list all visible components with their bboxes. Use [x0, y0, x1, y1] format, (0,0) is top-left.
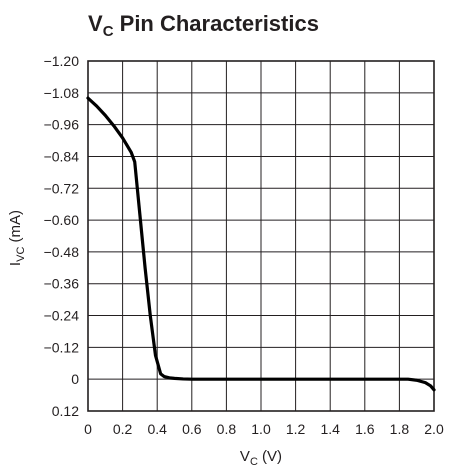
series-line-0 — [86, 96, 436, 392]
x-axis-label-rest: (V) — [258, 448, 282, 465]
y-tick-label: −0.48 — [44, 244, 80, 260]
y-axis-label-rest: (mA) — [7, 210, 24, 247]
x-tick-label: 0.4 — [147, 421, 167, 437]
y-axis-label: IVC (mA) — [7, 210, 27, 266]
chart-title-main: V — [88, 11, 103, 36]
x-tick-label: 2.0 — [424, 421, 444, 437]
x-tick-label: 0.8 — [217, 421, 237, 437]
y-tick-label: −1.08 — [44, 85, 80, 101]
x-tick-label: 0.6 — [182, 421, 202, 437]
y-tick-label: 0.12 — [52, 403, 79, 419]
chart-title: VC Pin Characteristics — [88, 11, 319, 40]
y-tick-label: −0.84 — [44, 148, 80, 164]
x-tick-label: 1.6 — [355, 421, 375, 437]
x-tick-label: 1.0 — [251, 421, 271, 437]
data-series — [86, 96, 436, 392]
y-tick-label: 0 — [71, 371, 79, 387]
x-tick-label: 1.2 — [286, 421, 306, 437]
y-tick-label: −0.96 — [44, 117, 80, 133]
y-tick-label: −0.24 — [44, 308, 80, 324]
x-tick-label: 0.2 — [113, 421, 133, 437]
y-axis-label-main: I — [7, 262, 24, 266]
y-tick-labels: −1.20 −1.08 −0.96 −0.84 −0.72 −0.60 −0.48 −0.36… — [44, 53, 80, 419]
chart-title-rest: Pin Characteristics — [114, 11, 319, 36]
y-tick-label: −0.12 — [44, 339, 80, 355]
x-tick-labels: 0 0.2 0.4 0.6 0.8 1.0 1.2 1.4 1.6 1.8 2.0 — [84, 421, 444, 437]
chart-title-subscript: C — [103, 23, 114, 40]
plot-frame — [87, 60, 435, 412]
y-tick-label: −0.60 — [44, 212, 80, 228]
x-tick-label: 1.8 — [390, 421, 410, 437]
x-axis-label: VC (V) — [240, 448, 282, 468]
y-tick-label: −0.72 — [44, 180, 80, 196]
x-tick-label: 1.4 — [320, 421, 340, 437]
chart-gridlines — [87, 60, 435, 412]
x-tick-label: 0 — [84, 421, 92, 437]
y-tick-label: −1.20 — [44, 53, 80, 69]
y-axis-label-subscript: VC — [15, 247, 27, 262]
x-axis-label-subscript: C — [250, 456, 258, 468]
x-axis-label-main: V — [240, 448, 250, 465]
y-tick-label: −0.36 — [44, 276, 80, 292]
